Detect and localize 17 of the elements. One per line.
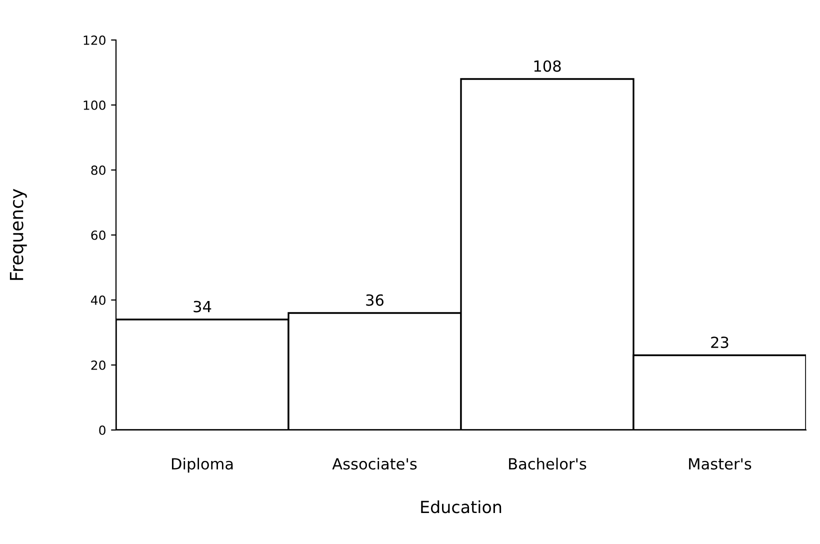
y-tick-label: 120 xyxy=(84,35,106,45)
data-label: 36 xyxy=(366,294,384,306)
data-label: 23 xyxy=(711,336,728,348)
y-tick-label: 60 xyxy=(91,230,106,240)
y-tick-label: 40 xyxy=(90,295,106,305)
x-tick-label: Diploma xyxy=(172,458,233,473)
data-label: 108 xyxy=(534,60,561,72)
data-label: 34 xyxy=(194,300,212,312)
y-axis-title: Frequency xyxy=(10,188,27,280)
y-tick-label: 0 xyxy=(99,425,106,435)
y-tick-label: 100 xyxy=(84,100,106,110)
x-tick-label: Associate's xyxy=(332,458,417,470)
x-axis-title: Education xyxy=(421,500,502,514)
x-tick-label: Master's xyxy=(689,458,752,470)
y-tick-label: 20 xyxy=(91,360,106,370)
y-tick-label: 80 xyxy=(91,165,106,175)
x-tick-label: Bachelor's xyxy=(509,458,586,470)
